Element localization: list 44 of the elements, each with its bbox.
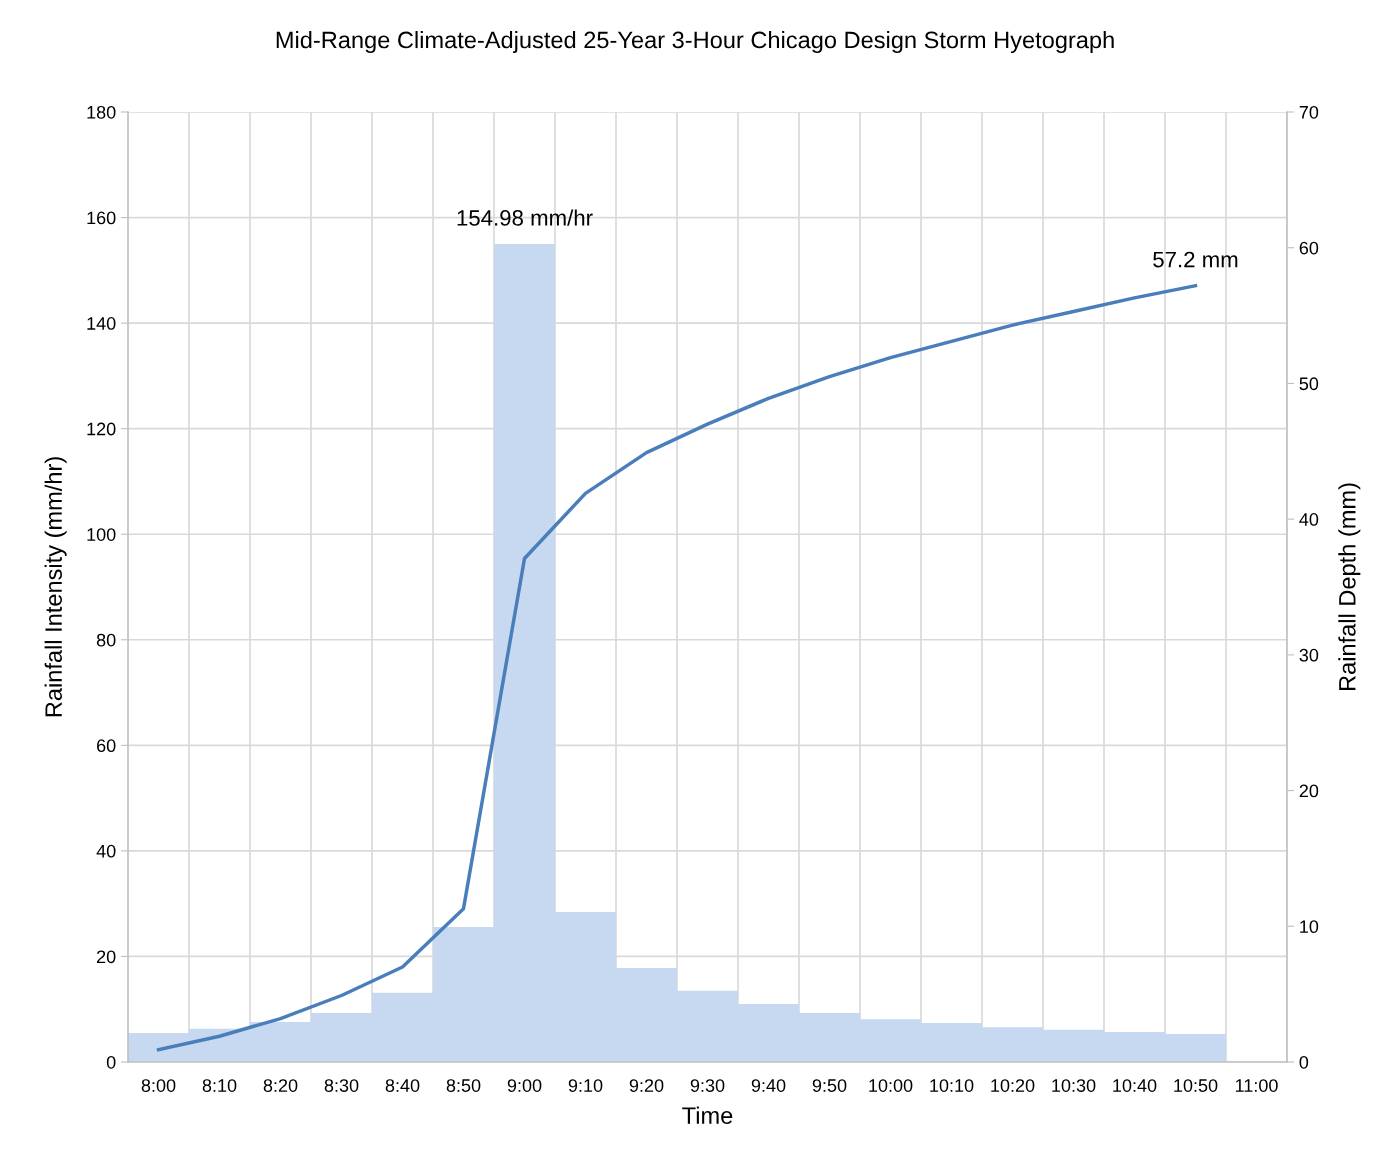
- x-tick-label: 8:20: [263, 1079, 298, 1092]
- y-tick-label: 60: [97, 739, 116, 753]
- x-tick-label: 9:10: [568, 1079, 603, 1092]
- y2-tick-label: 0: [1299, 1055, 1309, 1069]
- y-axis-title: Rainfall Intensity (mm/hr): [44, 457, 67, 717]
- y-tick-label: 20: [97, 950, 116, 964]
- x-tick-label: 9:40: [751, 1079, 786, 1092]
- y-tick-label: 140: [87, 317, 116, 330]
- x-tick-label: 9:50: [812, 1079, 847, 1092]
- y-tick-label: 160: [87, 211, 116, 225]
- x-tick-label: 10:20: [991, 1079, 1035, 1092]
- y2-tick-label: 30: [1299, 648, 1319, 662]
- x-tick-label: 8:10: [202, 1079, 237, 1092]
- x-axis-title: Time: [682, 1106, 733, 1124]
- data-label: 57.2 mm: [1153, 251, 1238, 268]
- y2-tick-label: 20: [1299, 784, 1319, 798]
- y-tick-label: 120: [87, 422, 116, 436]
- chart-title: Mid-Range Climate-Adjusted 25-Year 3-Hour Chicago Design Storm Hyetograph: [276, 31, 1114, 53]
- x-tick-label: 10:40: [1113, 1079, 1157, 1092]
- y2-tick-label: 10: [1300, 920, 1319, 934]
- x-tick-label: 9:30: [690, 1079, 725, 1092]
- x-tick-label: 10:50: [1174, 1079, 1218, 1092]
- x-tick-label: 9:20: [629, 1079, 664, 1092]
- y-tick-label: 180: [87, 105, 116, 119]
- y2-axis-title: Rainfall Depth (mm): [1338, 483, 1361, 691]
- y2-tick-label: 40: [1299, 513, 1319, 526]
- x-tick-label: 10:30: [1052, 1079, 1096, 1092]
- x-tick-label: 10:10: [930, 1079, 974, 1092]
- y2-tick-label: 70: [1299, 105, 1319, 119]
- x-tick-label: 8:40: [385, 1079, 420, 1092]
- line-series: [156, 283, 1198, 1052]
- x-tick-label: 8:00: [141, 1079, 176, 1092]
- x-tick-label: 10:00: [869, 1079, 913, 1092]
- y-tick-label: 40: [96, 844, 116, 858]
- x-tick-label: 8:30: [324, 1079, 359, 1092]
- y-tick-label: 0: [106, 1055, 116, 1069]
- x-tick-label: 9:00: [507, 1079, 542, 1092]
- y-tick-label: 100: [87, 528, 116, 541]
- x-tick-label: 11:00: [1235, 1079, 1278, 1092]
- data-label: 154.98 mm/hr: [457, 209, 593, 226]
- x-tick-label: 8:50: [446, 1079, 481, 1092]
- y2-tick-label: 50: [1299, 377, 1319, 391]
- y2-tick-label: 60: [1299, 241, 1319, 255]
- y-tick-label: 80: [96, 633, 116, 647]
